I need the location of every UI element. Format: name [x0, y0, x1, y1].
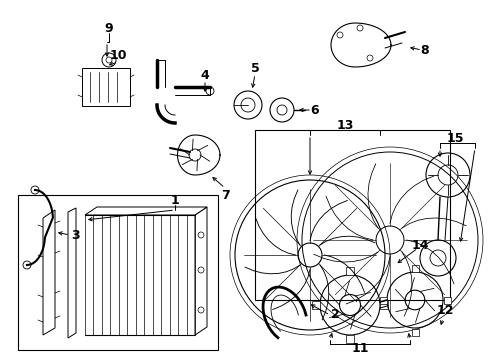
Bar: [312, 301, 320, 309]
Text: 15: 15: [446, 131, 464, 144]
Text: 5: 5: [250, 62, 259, 75]
Polygon shape: [43, 210, 55, 335]
Text: 1: 1: [171, 194, 179, 207]
Text: 11: 11: [351, 342, 369, 355]
Text: 14: 14: [411, 239, 429, 252]
Text: 12: 12: [436, 303, 454, 316]
Text: 3: 3: [71, 229, 79, 242]
Text: 13: 13: [336, 118, 354, 131]
Bar: [412, 265, 419, 272]
Bar: [346, 335, 354, 343]
Bar: [18, 195, 218, 350]
Text: 10: 10: [109, 49, 127, 62]
Text: 2: 2: [331, 309, 340, 321]
Polygon shape: [195, 207, 207, 335]
Bar: [412, 329, 419, 336]
Bar: [82, 68, 130, 106]
Text: 9: 9: [105, 22, 113, 35]
Text: 7: 7: [220, 189, 229, 202]
Bar: [444, 297, 451, 304]
Bar: [255, 130, 450, 300]
Text: 6: 6: [311, 104, 319, 117]
Bar: [346, 267, 354, 275]
Polygon shape: [85, 207, 207, 215]
Text: 4: 4: [200, 68, 209, 81]
Text: 8: 8: [421, 44, 429, 57]
Bar: [380, 297, 387, 304]
Polygon shape: [68, 208, 76, 338]
Bar: [380, 301, 388, 309]
